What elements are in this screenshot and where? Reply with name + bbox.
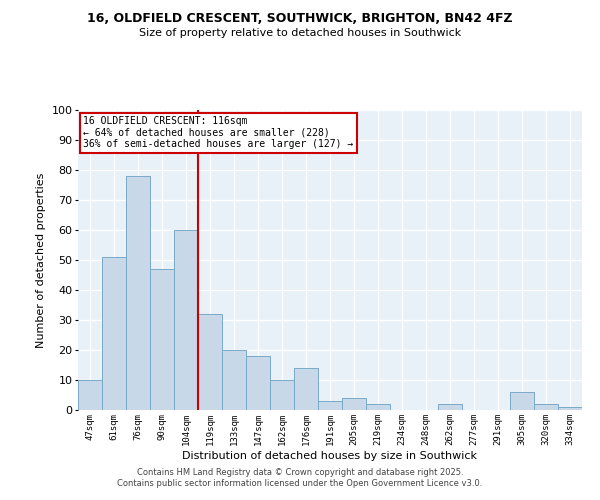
Bar — [294, 368, 318, 410]
Bar — [246, 356, 270, 410]
Text: Contains HM Land Registry data © Crown copyright and database right 2025.
Contai: Contains HM Land Registry data © Crown c… — [118, 468, 482, 487]
Bar — [534, 404, 558, 410]
Bar — [150, 269, 174, 410]
Text: 16 OLDFIELD CRESCENT: 116sqm
← 64% of detached houses are smaller (228)
36% of s: 16 OLDFIELD CRESCENT: 116sqm ← 64% of de… — [83, 116, 353, 149]
Bar — [174, 230, 198, 410]
Bar — [366, 404, 390, 410]
Bar — [558, 407, 582, 410]
Bar — [438, 404, 462, 410]
Bar — [102, 257, 126, 410]
Bar — [78, 380, 102, 410]
X-axis label: Distribution of detached houses by size in Southwick: Distribution of detached houses by size … — [182, 450, 478, 460]
Bar — [126, 176, 150, 410]
Text: Size of property relative to detached houses in Southwick: Size of property relative to detached ho… — [139, 28, 461, 38]
Bar — [222, 350, 246, 410]
Bar — [510, 392, 534, 410]
Y-axis label: Number of detached properties: Number of detached properties — [36, 172, 46, 348]
Bar — [318, 401, 342, 410]
Bar — [198, 314, 222, 410]
Bar — [270, 380, 294, 410]
Bar — [342, 398, 366, 410]
Text: 16, OLDFIELD CRESCENT, SOUTHWICK, BRIGHTON, BN42 4FZ: 16, OLDFIELD CRESCENT, SOUTHWICK, BRIGHT… — [87, 12, 513, 26]
